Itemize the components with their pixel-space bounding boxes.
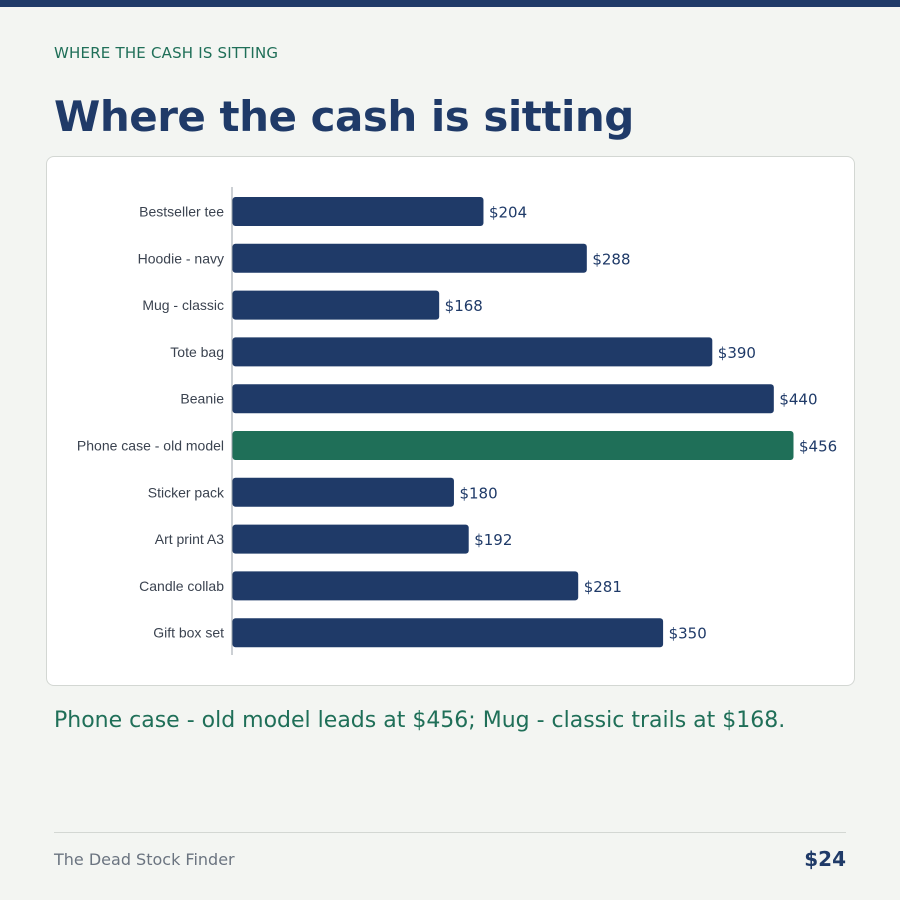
category-label: Bestseller tee [139,204,224,220]
category-label: Tote bag [170,344,224,360]
bar-beanie [232,384,774,414]
chart-card: Bestseller tee $204 Hoodie - navy $288 Mug -… [46,156,855,686]
value-label: $288 [592,250,630,268]
brand-name: The Dead Stock Finder [54,850,235,869]
category-label: Gift box set [153,625,224,641]
bar-hoodie-navy [232,243,587,273]
value-label: $456 [799,438,837,456]
eyebrow-label: WHERE THE CASH IS SITTING [54,44,279,62]
price-label: $24 [804,847,846,871]
bar-art-print-a3 [232,524,469,554]
bar-candle-collab [232,571,579,601]
chart-summary: Phone case - old model leads at $456; Mu… [54,708,786,733]
footer-divider [54,832,846,833]
page-title: Where the cash is sitting [54,92,634,141]
value-label: $168 [445,297,483,315]
bar-phone-case-old-model [232,431,794,460]
bar-mug-classic [232,290,440,320]
bar-chart: Bestseller tee $204 Hoodie - navy $288 Mug -… [77,187,837,655]
category-label: Candle collab [139,578,224,594]
value-label: $180 [459,484,497,502]
category-label: Sticker pack [148,484,225,500]
category-label: Art print A3 [155,531,224,547]
value-label: $440 [779,391,817,409]
value-label: $281 [584,578,622,596]
category-label: Phone case - old model [77,438,224,454]
bar-tote-bag [232,337,713,367]
bar-sticker-pack [232,477,454,507]
value-label: $350 [669,625,707,643]
category-label: Hoodie - navy [138,250,224,266]
category-label: Beanie [180,391,224,407]
bar-bestseller-tee [232,197,484,226]
value-label: $204 [489,204,527,222]
category-label: Mug - classic [142,297,224,313]
value-label: $390 [718,344,756,362]
top-accent-bar [0,0,900,7]
bar-gift-box-set [232,618,664,648]
value-label: $192 [474,531,512,549]
